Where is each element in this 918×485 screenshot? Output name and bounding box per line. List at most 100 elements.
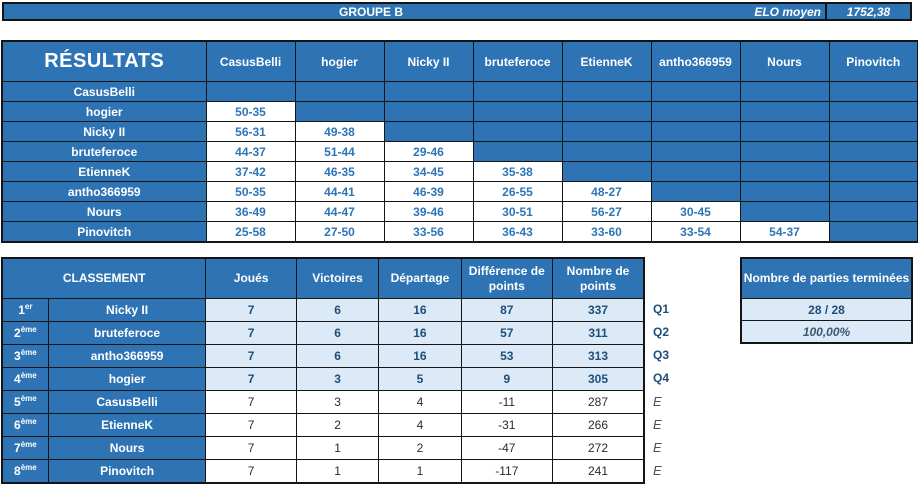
results-player-header[interactable]: CasusBelli xyxy=(205,40,296,82)
qualification-tag[interactable]: Q3 xyxy=(653,348,670,362)
result-empty-cell[interactable] xyxy=(650,121,741,142)
standings-player-cell[interactable]: Nours xyxy=(47,436,207,460)
standings-col-header[interactable]: Départage xyxy=(378,257,462,299)
results-row-header[interactable]: bruteferoce xyxy=(1,141,207,162)
result-score-cell[interactable]: 56-31 xyxy=(205,121,296,142)
result-empty-cell[interactable] xyxy=(205,81,296,102)
result-empty-cell[interactable] xyxy=(828,221,918,243)
standings-value-cell[interactable]: 16 xyxy=(378,321,462,345)
result-empty-cell[interactable] xyxy=(650,101,741,122)
standings-value-cell[interactable]: 311 xyxy=(552,321,645,345)
result-empty-cell[interactable] xyxy=(739,201,830,222)
standings-value-cell[interactable]: 241 xyxy=(552,459,645,484)
standings-value-cell[interactable]: 3 xyxy=(295,367,380,391)
results-row-header[interactable]: antho366959 xyxy=(1,181,207,202)
standings-rank-cell[interactable]: 3ème xyxy=(1,344,49,368)
standings-value-cell[interactable]: 1 xyxy=(295,459,380,484)
standings-value-cell[interactable]: 16 xyxy=(378,344,462,368)
results-player-header[interactable]: Pinovitch xyxy=(828,40,918,82)
finished-games-count-cell[interactable]: 28 / 28 xyxy=(740,298,913,321)
qualification-tag[interactable]: E xyxy=(653,417,662,432)
standings-value-cell[interactable]: 7 xyxy=(205,344,297,368)
standings-value-cell[interactable]: 6 xyxy=(295,298,380,322)
result-score-cell[interactable]: 34-45 xyxy=(383,161,474,182)
standings-value-cell[interactable]: 7 xyxy=(205,413,297,437)
result-score-cell[interactable]: 50-35 xyxy=(205,181,296,202)
standings-value-cell[interactable]: 4 xyxy=(378,390,462,414)
result-score-cell[interactable]: 44-47 xyxy=(294,201,385,222)
result-empty-cell[interactable] xyxy=(561,121,652,142)
result-empty-cell[interactable] xyxy=(739,121,830,142)
standings-value-cell[interactable]: 3 xyxy=(295,390,380,414)
result-empty-cell[interactable] xyxy=(828,141,918,162)
finished-games-title-cell[interactable]: Nombre de parties terminées xyxy=(740,257,913,299)
results-player-header[interactable]: EtienneK xyxy=(561,40,652,82)
standings-rank-cell[interactable]: 6ème xyxy=(1,413,49,437)
results-title-cell[interactable]: RÉSULTATS xyxy=(1,40,207,82)
standings-player-cell[interactable]: Nicky II xyxy=(47,298,207,322)
result-empty-cell[interactable] xyxy=(383,81,474,102)
result-score-cell[interactable]: 29-46 xyxy=(383,141,474,162)
results-row-header[interactable]: Pinovitch xyxy=(1,221,207,243)
result-empty-cell[interactable] xyxy=(828,181,918,202)
standings-col-header[interactable]: Nombre de points xyxy=(552,257,645,299)
result-empty-cell[interactable] xyxy=(828,81,918,102)
qualification-tag[interactable]: E xyxy=(653,463,662,478)
result-score-cell[interactable]: 44-41 xyxy=(294,181,385,202)
result-empty-cell[interactable] xyxy=(294,81,385,102)
result-empty-cell[interactable] xyxy=(383,101,474,122)
standings-rank-cell[interactable]: 7ème xyxy=(1,436,49,460)
standings-value-cell[interactable]: 313 xyxy=(552,344,645,368)
standings-title-cell[interactable]: CLASSEMENT xyxy=(1,257,207,299)
standings-player-cell[interactable]: hogier xyxy=(47,367,207,391)
result-empty-cell[interactable] xyxy=(650,81,741,102)
standings-value-cell[interactable]: 2 xyxy=(295,413,380,437)
result-empty-cell[interactable] xyxy=(472,141,563,162)
group-title-cell[interactable]: GROUPE B xyxy=(338,4,403,19)
result-score-cell[interactable]: 46-35 xyxy=(294,161,385,182)
result-score-cell[interactable]: 48-27 xyxy=(561,181,652,202)
result-empty-cell[interactable] xyxy=(828,121,918,142)
result-score-cell[interactable]: 35-38 xyxy=(472,161,563,182)
qualification-tag[interactable]: Q1 xyxy=(653,302,670,316)
result-empty-cell[interactable] xyxy=(472,81,563,102)
standings-value-cell[interactable]: 53 xyxy=(460,344,554,368)
result-score-cell[interactable]: 51-44 xyxy=(294,141,385,162)
qualification-tag[interactable]: Q2 xyxy=(653,325,670,339)
result-score-cell[interactable]: 27-50 xyxy=(294,221,385,243)
result-score-cell[interactable]: 33-60 xyxy=(561,221,652,243)
results-row-header[interactable]: CasusBelli xyxy=(1,81,207,102)
results-player-header[interactable]: bruteferoce xyxy=(472,40,563,82)
standings-col-header[interactable]: Différence de points xyxy=(460,257,554,299)
qualification-tag[interactable]: E xyxy=(653,440,662,455)
result-empty-cell[interactable] xyxy=(383,121,474,142)
result-empty-cell[interactable] xyxy=(739,141,830,162)
result-empty-cell[interactable] xyxy=(561,101,652,122)
standings-value-cell[interactable]: 16 xyxy=(378,298,462,322)
result-empty-cell[interactable] xyxy=(561,81,652,102)
result-score-cell[interactable]: 26-55 xyxy=(472,181,563,202)
result-empty-cell[interactable] xyxy=(739,181,830,202)
standings-value-cell[interactable]: 7 xyxy=(205,298,297,322)
standings-value-cell[interactable]: 7 xyxy=(205,459,297,484)
standings-value-cell[interactable]: 87 xyxy=(460,298,554,322)
standings-value-cell[interactable]: 7 xyxy=(205,390,297,414)
result-empty-cell[interactable] xyxy=(294,101,385,122)
standings-value-cell[interactable]: 7 xyxy=(205,436,297,460)
qualification-tag[interactable]: Q4 xyxy=(653,371,670,385)
finished-games-percent-cell[interactable]: 100,00% xyxy=(740,320,913,344)
result-score-cell[interactable]: 39-46 xyxy=(383,201,474,222)
result-score-cell[interactable]: 44-37 xyxy=(205,141,296,162)
result-score-cell[interactable]: 33-54 xyxy=(650,221,741,243)
result-score-cell[interactable]: 37-42 xyxy=(205,161,296,182)
qualification-tag[interactable]: E xyxy=(653,394,662,409)
result-empty-cell[interactable] xyxy=(828,161,918,182)
standings-rank-cell[interactable]: 5ème xyxy=(1,390,49,414)
standings-rank-cell[interactable]: 1er xyxy=(1,298,49,322)
standings-value-cell[interactable]: 6 xyxy=(295,344,380,368)
result-empty-cell[interactable] xyxy=(650,161,741,182)
result-score-cell[interactable]: 33-56 xyxy=(383,221,474,243)
results-row-header[interactable]: hogier xyxy=(1,101,207,122)
results-row-header[interactable]: Nours xyxy=(1,201,207,222)
result-empty-cell[interactable] xyxy=(472,121,563,142)
